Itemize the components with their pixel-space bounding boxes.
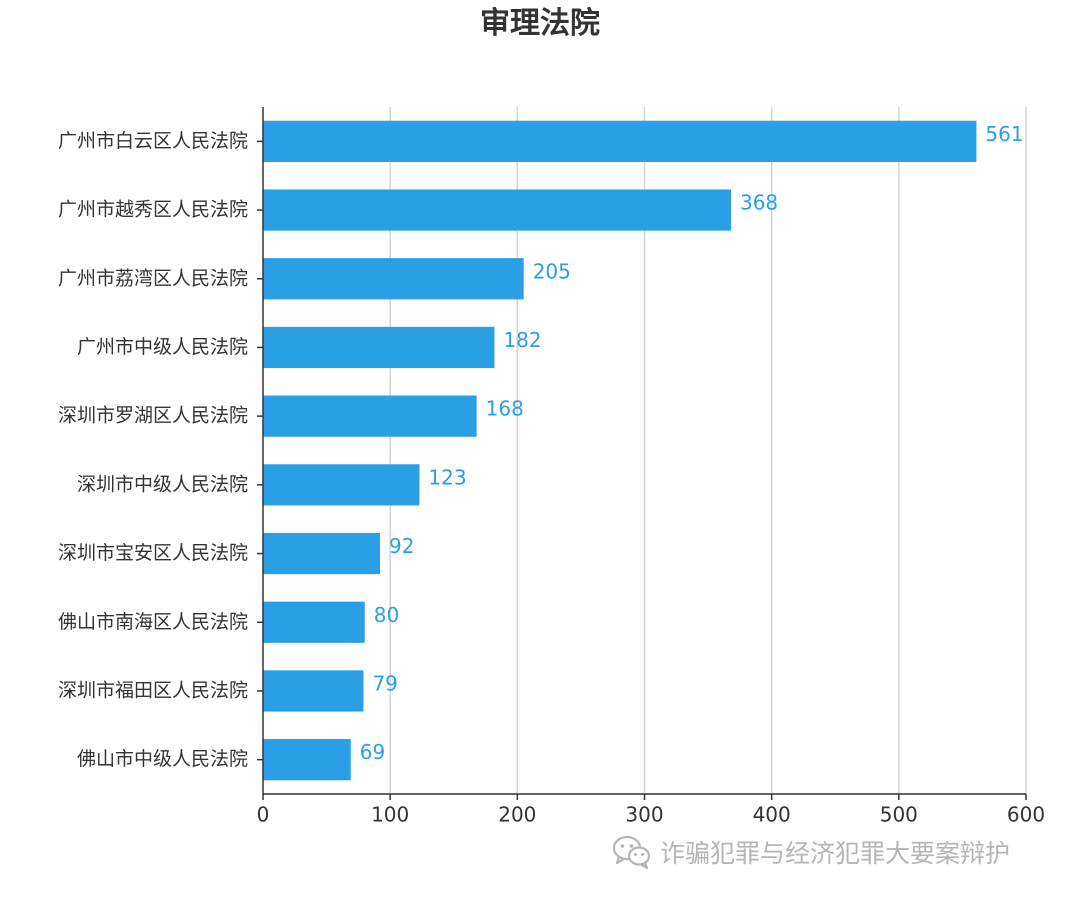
bar — [263, 258, 524, 300]
x-tick-label: 200 — [498, 803, 536, 827]
labels: 561 广州市白云区人民法院 368 广州市越秀区人民法院 205 广州市荔湾区人民法院 1… — [58, 122, 1045, 827]
category-label: 深圳市福田区人民法院 — [58, 679, 248, 701]
wechat-icon — [612, 835, 651, 870]
bar — [263, 464, 420, 506]
data-label: 69 — [360, 740, 385, 764]
bar — [263, 395, 477, 437]
bar — [263, 532, 380, 575]
data-label: 205 — [533, 259, 571, 283]
data-label: 80 — [374, 603, 399, 627]
bar — [263, 326, 495, 369]
x-tick-label: 100 — [371, 803, 409, 827]
data-label: 123 — [428, 465, 466, 489]
x-tick-label: 600 — [1007, 803, 1045, 827]
category-label: 深圳市罗湖区人民法院 — [58, 405, 248, 427]
bar — [263, 601, 365, 643]
watermark: 诈骗犯罪与经济犯罪大要案辩护 — [612, 832, 1010, 872]
category-label: 广州市荔湾区人民法院 — [58, 267, 248, 289]
bar — [263, 739, 351, 781]
x-tick-label: 400 — [753, 803, 791, 827]
watermark-text: 诈骗犯罪与经济犯罪大要案辩护 — [660, 839, 1011, 868]
bar — [263, 120, 977, 162]
x-tick-label: 0 — [257, 803, 270, 827]
category-label: 广州市中级人民法院 — [77, 336, 248, 358]
bar — [263, 189, 731, 231]
data-label: 561 — [985, 122, 1023, 146]
category-label: 佛山市中级人民法院 — [77, 748, 248, 770]
data-label: 168 — [486, 397, 524, 421]
category-label: 广州市白云区人民法院 — [58, 130, 248, 152]
bars — [263, 120, 977, 781]
data-label: 79 — [372, 671, 397, 695]
x-tick-label: 500 — [880, 803, 918, 827]
category-label: 广州市越秀区人民法院 — [58, 199, 248, 221]
x-tick-label: 300 — [625, 803, 663, 827]
category-label: 深圳市宝安区人民法院 — [58, 542, 248, 564]
data-label: 92 — [389, 534, 414, 558]
category-label: 深圳市中级人民法院 — [77, 473, 248, 495]
bar — [263, 670, 364, 712]
category-label: 佛山市南海区人民法院 — [58, 611, 248, 633]
chart-title: 审理法院 — [480, 6, 600, 41]
data-label: 368 — [740, 191, 778, 215]
data-label: 182 — [503, 328, 541, 352]
axes — [257, 107, 1027, 800]
